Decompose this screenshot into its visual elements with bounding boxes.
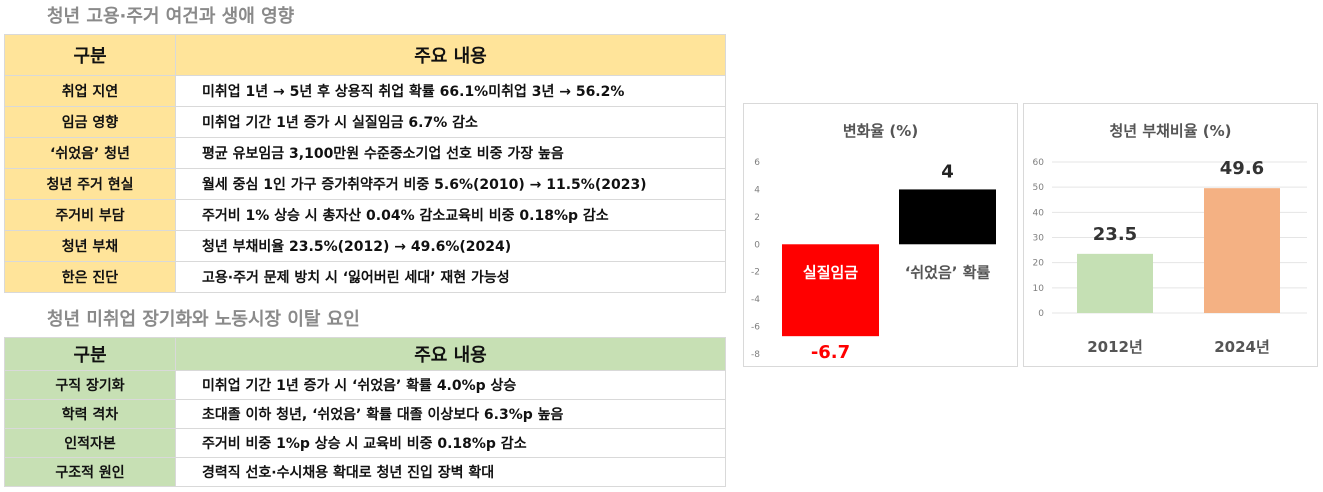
section-title-unemployment: 청년 미취업 장기화와 노동시장 이탈 요인: [47, 309, 360, 330]
debt-ratio-chart-panel: 청년 부채비율 (%) 60 50 40 30 20 10 0 23.5 2012년 49.6 20…: [1023, 103, 1318, 367]
y-tick-label: 10: [1033, 284, 1045, 294]
debt-ratio-chart: 60 50 40 30 20 10 0 23.5 2012년 49.6 2024년: [1033, 158, 1307, 356]
row-label: 취업 지연: [4, 75, 176, 107]
y-tick-label: -2: [751, 268, 760, 278]
y-tick-label: 4: [754, 185, 760, 195]
header-content: 주요 내용: [175, 34, 726, 76]
bar: [899, 189, 996, 245]
header-content: 주요 내용: [175, 337, 726, 371]
row-content: 경력직 선호·수시채용 확대로 청년 진입 장벽 확대: [175, 457, 726, 487]
table-row: 주거비 부담 주거비 1% 상승 시 총자산 0.04% 감소교육비 비중 0.…: [4, 199, 726, 231]
header-category: 구분: [4, 34, 176, 76]
y-tick-label: 60: [1033, 158, 1045, 168]
table-row: 취업 지연 미취업 1년 → 5년 후 상용직 취업 확률 66.1%미취업 3…: [4, 75, 726, 107]
table-row: 청년 부채 청년 부채비율 23.5%(2012) → 49.6%(2024): [4, 230, 726, 262]
data-label: 4: [941, 161, 954, 182]
y-tick-label: 0: [754, 240, 760, 250]
y-tick-label: 0: [1038, 309, 1044, 319]
category-label: 2024년: [1214, 338, 1270, 356]
change-rate-chart: 6 4 2 0 -2 -4 -6 -8 -6.7 실질임금 4 ‘쉬었음’ 확률: [751, 158, 996, 363]
y-tick-label: 20: [1033, 259, 1045, 269]
row-content: 청년 부채비율 23.5%(2012) → 49.6%(2024): [175, 230, 726, 262]
row-content: 주거비 비중 1%p 상승 시 교육비 비중 0.18%p 감소: [175, 428, 726, 458]
bar: [782, 244, 879, 337]
section-title-employment-housing: 청년 고용·주거 여건과 생애 영향: [47, 6, 295, 27]
y-tick-label: 40: [1033, 208, 1045, 218]
row-label: 청년 부채: [4, 230, 176, 262]
table-row: 임금 영향 미취업 기간 1년 증가 시 실질임금 6.7% 감소: [4, 106, 726, 138]
y-tick-label: 30: [1033, 234, 1045, 244]
employment-housing-table: 구분 주요 내용 취업 지연 미취업 1년 → 5년 후 상용직 취업 확률 6…: [4, 34, 726, 293]
table-header-row: 구분 주요 내용: [4, 34, 726, 76]
y-tick-label: -4: [751, 295, 760, 305]
row-content: 평균 유보임금 3,100만원 수준중소기업 선호 비중 가장 높음: [175, 137, 726, 169]
row-label: 청년 주거 현실: [4, 168, 176, 200]
row-content: 고용·주거 문제 방치 시 ‘잃어버린 세대’ 재현 가능성: [175, 261, 726, 293]
bar: [1204, 188, 1280, 313]
bar: [1077, 253, 1153, 313]
row-label: 임금 영향: [4, 106, 176, 138]
row-label: 학력 격차: [4, 399, 176, 429]
table-row: ‘쉬었음’ 청년 평균 유보임금 3,100만원 수준중소기업 선호 비중 가장…: [4, 137, 726, 169]
chart-title: 변화율 (%): [842, 122, 919, 140]
row-content: 미취업 기간 1년 증가 시 실질임금 6.7% 감소: [175, 106, 726, 138]
y-tick-label: 2: [754, 213, 760, 223]
y-tick-label: 6: [754, 158, 760, 168]
table-header-row: 구분 주요 내용: [4, 337, 726, 371]
table-row: 청년 주거 현실 월세 중심 1인 가구 증가취약주거 비중 5.6%(2010…: [4, 168, 726, 200]
row-content: 월세 중심 1인 가구 증가취약주거 비중 5.6%(2010) → 11.5%…: [175, 168, 726, 200]
row-label: ‘쉬었음’ 청년: [4, 137, 176, 169]
table-row: 인적자본 주거비 비중 1%p 상승 시 교육비 비중 0.18%p 감소: [4, 428, 726, 458]
row-label: 구직 장기화: [4, 370, 176, 400]
y-tick-label: 50: [1033, 183, 1045, 193]
table-row: 구조적 원인 경력직 선호·수시채용 확대로 청년 진입 장벽 확대: [4, 457, 726, 487]
row-content: 초대졸 이하 청년, ‘쉬었음’ 확률 대졸 이상보다 6.3%p 높음: [175, 399, 726, 429]
row-content: 미취업 기간 1년 증가 시 ‘쉬었음’ 확률 4.0%p 상승: [175, 370, 726, 400]
category-label: ‘쉬었음’ 확률: [905, 263, 991, 281]
chart-title: 청년 부채비율 (%): [1109, 122, 1232, 140]
data-label: 23.5: [1093, 224, 1137, 245]
row-label: 주거비 부담: [4, 199, 176, 231]
row-content: 주거비 1% 상승 시 총자산 0.04% 감소교육비 비중 0.18%p 감소: [175, 199, 726, 231]
table-row: 구직 장기화 미취업 기간 1년 증가 시 ‘쉬었음’ 확률 4.0%p 상승: [4, 370, 726, 400]
unemployment-factors-table: 구분 주요 내용 구직 장기화 미취업 기간 1년 증가 시 ‘쉬었음’ 확률 …: [4, 337, 726, 487]
category-label: 실질임금: [803, 263, 858, 281]
y-tick-label: -8: [751, 350, 760, 360]
row-label: 인적자본: [4, 428, 176, 458]
data-label: 49.6: [1220, 158, 1264, 179]
change-rate-chart-panel: 변화율 (%) 6 4 2 0 -2 -4 -6 -8 -6.7 실질임금 4 ‘쉬었음’ 확률: [743, 103, 1018, 367]
data-label: -6.7: [811, 342, 850, 363]
category-label: 2012년: [1087, 338, 1143, 356]
row-content: 미취업 1년 → 5년 후 상용직 취업 확률 66.1%미취업 3년 → 56…: [175, 75, 726, 107]
row-label: 한은 진단: [4, 261, 176, 293]
table-row: 학력 격차 초대졸 이하 청년, ‘쉬었음’ 확률 대졸 이상보다 6.3%p …: [4, 399, 726, 429]
header-category: 구분: [4, 337, 176, 371]
table-row: 한은 진단 고용·주거 문제 방치 시 ‘잃어버린 세대’ 재현 가능성: [4, 261, 726, 293]
y-tick-label: -6: [751, 323, 760, 333]
row-label: 구조적 원인: [4, 457, 176, 487]
